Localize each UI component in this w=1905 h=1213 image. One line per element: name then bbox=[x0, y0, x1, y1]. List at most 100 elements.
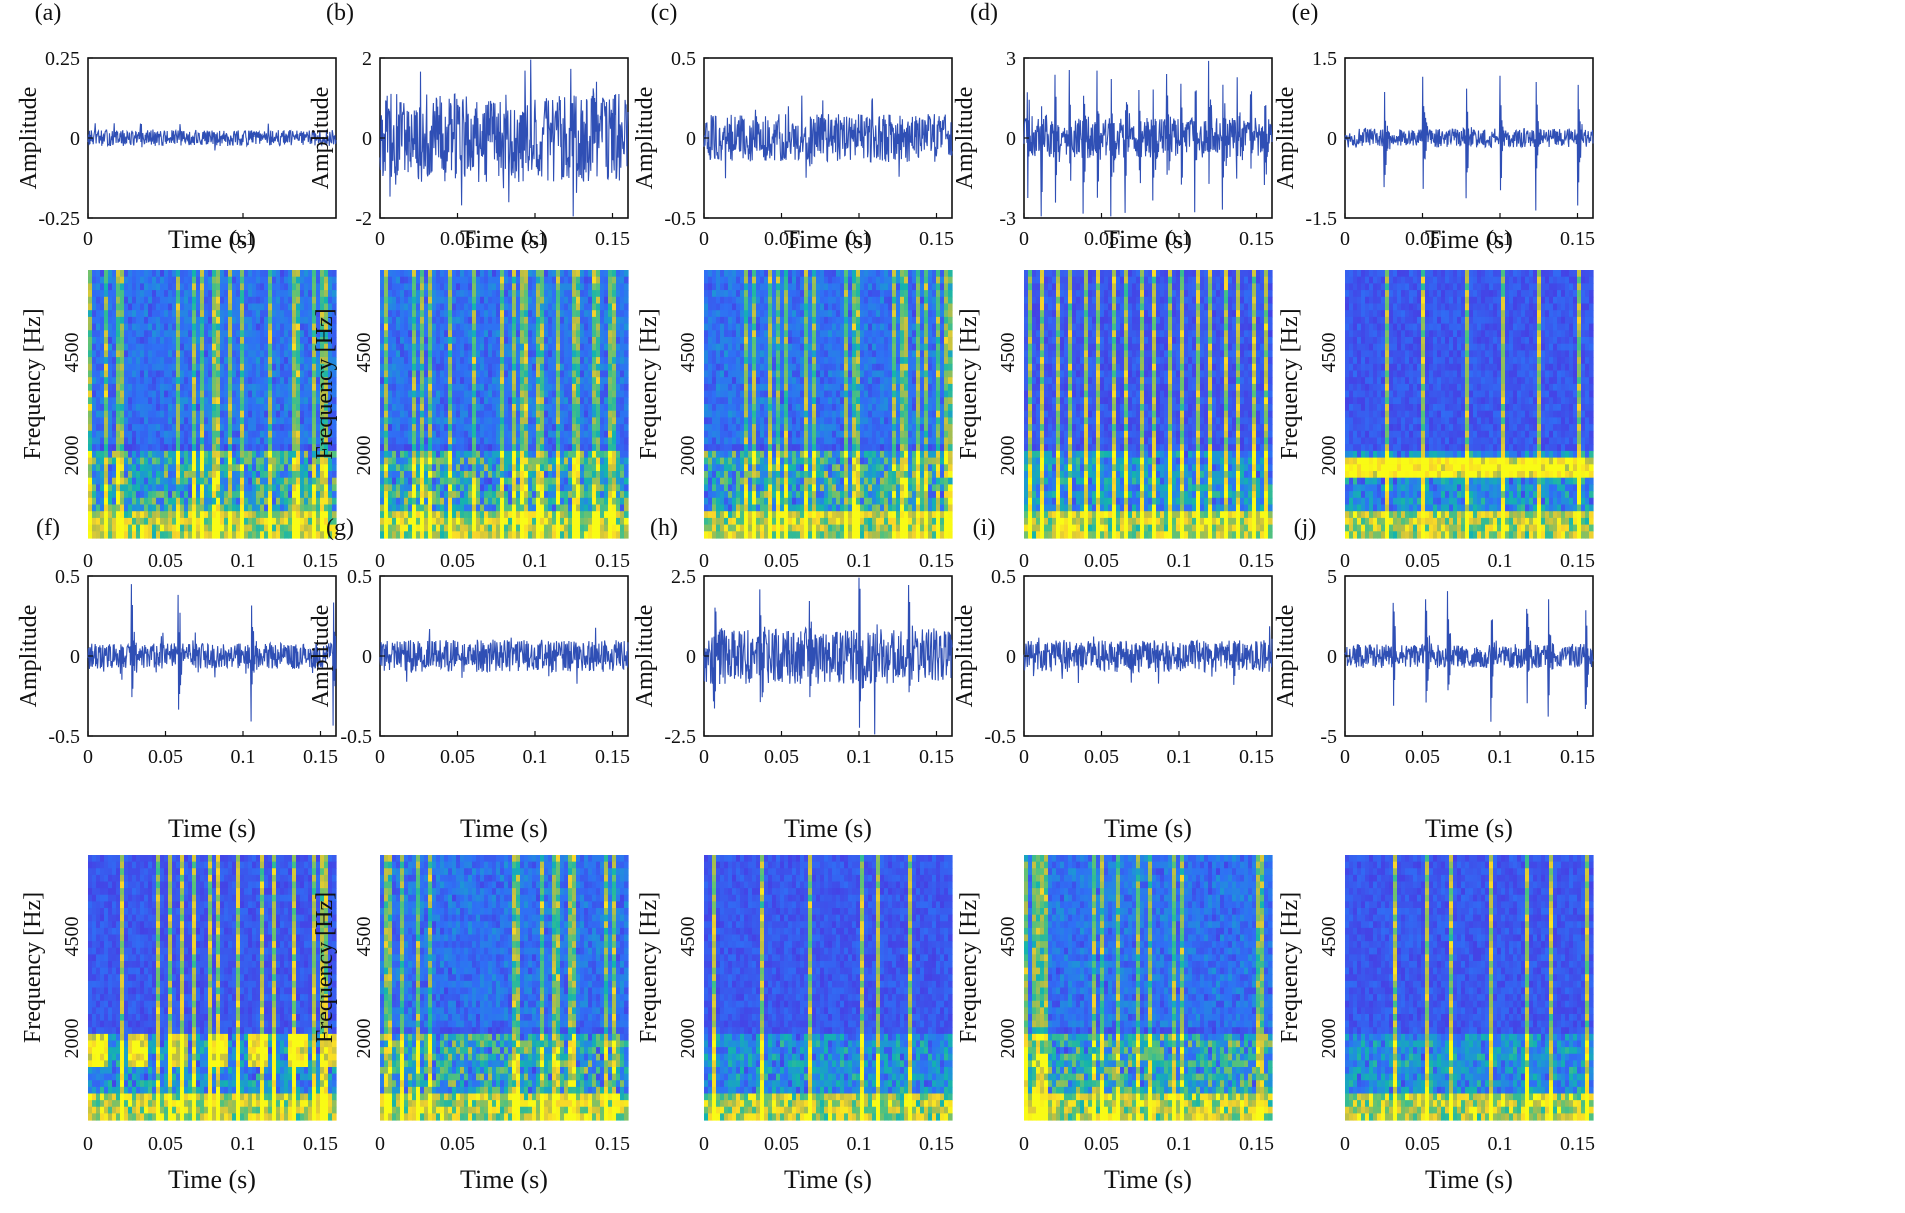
spectrogram-cell bbox=[216, 363, 221, 372]
spectrogram-cell bbox=[204, 350, 209, 358]
spectrogram-cell bbox=[252, 310, 257, 318]
spectrogram-cell bbox=[220, 444, 225, 452]
spectrogram-cell bbox=[224, 417, 229, 425]
spectrogram-cell bbox=[436, 430, 441, 439]
spectrogram-cell bbox=[524, 450, 529, 459]
spectrogram-cell bbox=[424, 524, 429, 532]
spectrogram-cell bbox=[288, 337, 293, 345]
spectrogram-cell bbox=[92, 390, 97, 398]
spectrogram-cell bbox=[236, 511, 241, 519]
spectrogram-cell bbox=[592, 437, 597, 445]
spectrogram-cell bbox=[316, 343, 321, 351]
spectrogram-cell bbox=[164, 491, 169, 499]
spectrogram-cell bbox=[120, 383, 125, 392]
spectrogram-cell bbox=[552, 511, 557, 519]
spectrogram-cell bbox=[148, 370, 153, 378]
spectrogram-cell bbox=[572, 390, 577, 398]
spectrogram-cell bbox=[432, 303, 437, 311]
spectrogram-cell bbox=[544, 410, 549, 418]
spectrogram-cell bbox=[540, 290, 545, 298]
spectrogram-cell bbox=[572, 477, 577, 485]
spectrogram-cell bbox=[116, 296, 121, 305]
spectrogram-cell bbox=[296, 316, 301, 325]
spectrogram-cell bbox=[172, 471, 177, 479]
spectrogram-cell bbox=[260, 517, 265, 526]
spectrogram-cell bbox=[484, 531, 489, 539]
spectrogram-cell bbox=[540, 444, 545, 452]
spectrogram-cell bbox=[320, 390, 325, 398]
spectrogram-cell bbox=[236, 531, 241, 539]
spectrogram-cell bbox=[516, 430, 521, 439]
spectrogram-cell bbox=[100, 377, 105, 385]
spectrogram-cell bbox=[156, 444, 161, 452]
spectrogram-cell bbox=[452, 464, 457, 472]
spectrogram-cell bbox=[468, 410, 473, 418]
spectrogram-cell bbox=[280, 283, 285, 291]
spectrogram-cell bbox=[104, 323, 109, 331]
spectrogram-cell bbox=[424, 290, 429, 298]
spectrogram-cell bbox=[608, 424, 613, 432]
spectrogram-cell bbox=[92, 283, 97, 291]
spectrogram-cell bbox=[472, 417, 477, 425]
spectrogram-cell bbox=[312, 303, 317, 311]
spectrogram-cell bbox=[540, 457, 545, 465]
spectrogram-cell bbox=[604, 337, 609, 345]
spectrogram-cell bbox=[272, 457, 277, 465]
spectrogram-cell bbox=[304, 491, 309, 499]
spectrogram-cell bbox=[500, 410, 505, 418]
spectrogram-cell bbox=[436, 457, 441, 465]
spectrogram-cell bbox=[420, 323, 425, 331]
spectrogram-cell bbox=[616, 497, 621, 506]
spectrogram-cell bbox=[620, 290, 625, 298]
spectrogram-cell bbox=[324, 337, 329, 345]
spectrogram-cell bbox=[140, 517, 145, 526]
spectrogram-cell bbox=[212, 471, 217, 479]
spectrogram-cell bbox=[116, 484, 121, 492]
spectrogram-cell bbox=[508, 524, 513, 532]
spectrogram-cell bbox=[184, 404, 189, 412]
spectrogram-cell bbox=[456, 276, 461, 284]
spectrogram-cell bbox=[252, 397, 257, 405]
spectrogram-cell bbox=[316, 450, 321, 459]
spectrogram-cell bbox=[124, 471, 129, 479]
spectrogram-cell bbox=[488, 290, 493, 298]
spectrogram-cell bbox=[228, 316, 233, 325]
spectrogram-cell bbox=[532, 417, 537, 425]
spectrogram-cell bbox=[488, 471, 493, 479]
spectrogram-cell bbox=[112, 477, 117, 485]
spectrogram-cell bbox=[572, 316, 577, 325]
spectrogram-cell bbox=[564, 457, 569, 465]
spectrogram-cell bbox=[396, 471, 401, 479]
spectrogram-cell bbox=[392, 397, 397, 405]
spectrogram-cell bbox=[392, 323, 397, 331]
spectrogram-cell bbox=[620, 484, 625, 492]
spectrogram-cell bbox=[560, 504, 565, 512]
spectrogram-cell bbox=[100, 497, 105, 506]
spectrogram-cell bbox=[568, 464, 573, 472]
spectrogram-cell bbox=[404, 524, 409, 532]
spectrogram-cell bbox=[428, 471, 433, 479]
spectrogram-cell bbox=[520, 457, 525, 465]
spectrogram-cell bbox=[232, 531, 237, 539]
spectrogram-cell bbox=[612, 390, 617, 398]
spectrogram-cell bbox=[408, 397, 413, 405]
spectrogram-cell bbox=[520, 337, 525, 345]
spectrogram-cell bbox=[560, 517, 565, 526]
spectrogram-cell bbox=[292, 424, 297, 432]
spectrogram-cell bbox=[624, 450, 629, 459]
spectrogram-cell bbox=[244, 464, 249, 472]
spectrogram-cell bbox=[144, 377, 149, 385]
spectrogram-cell bbox=[608, 357, 613, 365]
spectrogram-cell bbox=[464, 531, 469, 539]
spectrogram-cell bbox=[608, 283, 613, 291]
spectrogram-cell bbox=[124, 296, 129, 305]
spectrogram-cell bbox=[204, 290, 209, 298]
spectrogram-cell bbox=[500, 383, 505, 392]
spectrogram-cell bbox=[392, 497, 397, 506]
spectrogram-cell bbox=[252, 357, 257, 365]
spectrogram-cell bbox=[100, 296, 105, 305]
spectrogram-cell bbox=[572, 276, 577, 284]
amplitude-y-tick-label: 0 bbox=[70, 128, 80, 150]
spectrogram-cell bbox=[160, 491, 165, 499]
spectrogram-cell bbox=[392, 404, 397, 412]
